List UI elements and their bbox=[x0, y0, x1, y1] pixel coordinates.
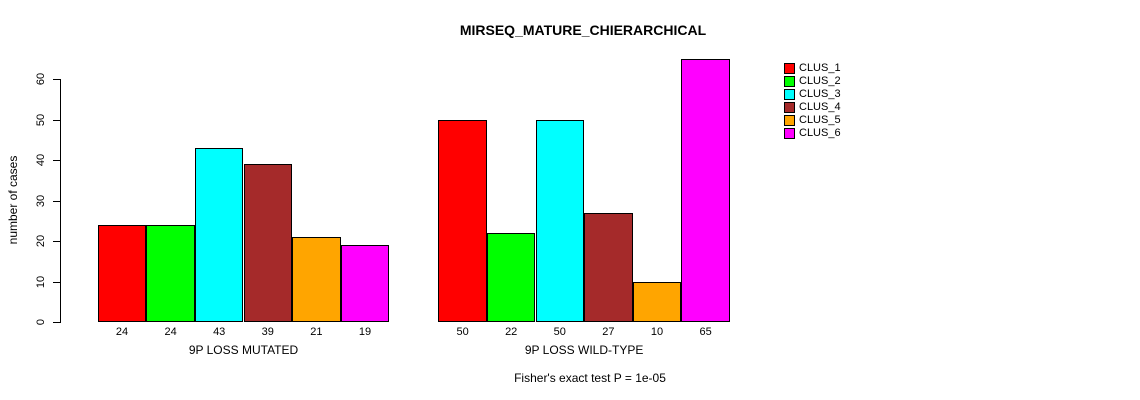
legend-item-clus_3: CLUS_3 bbox=[784, 88, 841, 101]
legend-swatch bbox=[784, 102, 795, 113]
legend-swatch bbox=[784, 128, 795, 139]
y-axis-tick-label: 10 bbox=[35, 275, 47, 288]
legend-label: CLUS_6 bbox=[799, 127, 841, 139]
legend-swatch bbox=[784, 63, 795, 74]
bar-value-label: 19 bbox=[358, 326, 372, 338]
bar-clus_2-1 bbox=[146, 224, 195, 322]
y-axis-tick bbox=[53, 160, 60, 161]
bar-value-label: 22 bbox=[505, 326, 518, 338]
legend-item-clus_1: CLUS_1 bbox=[784, 62, 841, 75]
annotation-text: Fisher's exact test P = 1e-05 bbox=[514, 371, 666, 385]
bar-clus_1-2 bbox=[438, 119, 487, 322]
bar-clus_4-2 bbox=[584, 212, 633, 322]
bar-clus_1-1 bbox=[97, 224, 147, 322]
bar-clus_4-1 bbox=[243, 164, 293, 322]
bar-value-label: 27 bbox=[602, 326, 615, 338]
y-axis-tick bbox=[53, 119, 60, 121]
bar-clus_3-1 bbox=[194, 147, 244, 322]
bar-value-label: 21 bbox=[310, 326, 323, 338]
bar-value-label: 24 bbox=[115, 326, 129, 338]
x-axis-group-label: 9P LOSS WILD-TYPE bbox=[524, 343, 644, 357]
y-axis-tick bbox=[53, 79, 60, 80]
bar-value-label: 24 bbox=[164, 326, 177, 338]
bar-clus_5-2 bbox=[632, 281, 682, 322]
y-axis-line bbox=[60, 79, 61, 323]
y-axis-tick-label: 50 bbox=[35, 113, 47, 126]
bar-clus_2-2 bbox=[486, 232, 536, 322]
bar-value-label: 50 bbox=[456, 326, 469, 338]
y-axis-tick bbox=[53, 241, 60, 242]
legend-item-clus_2: CLUS_2 bbox=[784, 75, 841, 88]
legend-item-clus_6: CLUS_6 bbox=[784, 127, 841, 140]
bar-clus_6-2 bbox=[681, 58, 730, 322]
bar-value-label: 43 bbox=[213, 326, 226, 338]
legend-swatch bbox=[784, 115, 795, 126]
bar-value-label: 10 bbox=[650, 326, 664, 338]
legend-swatch bbox=[784, 89, 795, 100]
y-axis-tick-label: 60 bbox=[35, 72, 47, 86]
legend-label: CLUS_1 bbox=[799, 62, 841, 74]
y-axis-tick-label: 0 bbox=[35, 318, 47, 326]
x-axis-group-label: 9P LOSS MUTATED bbox=[188, 343, 299, 357]
legend: CLUS_1 CLUS_2 CLUS_3 CLUS_4 CLUS_5 CLUS_6 bbox=[784, 62, 841, 140]
y-axis-tick bbox=[53, 200, 60, 202]
bar-value-label: 50 bbox=[553, 326, 566, 338]
y-axis-label: number of cases bbox=[6, 155, 20, 245]
legend-swatch bbox=[784, 76, 795, 87]
legend-label: CLUS_3 bbox=[799, 88, 841, 100]
legend-label: CLUS_5 bbox=[799, 114, 841, 126]
bar-clus_6-1 bbox=[340, 245, 390, 322]
y-axis-tick bbox=[53, 281, 60, 283]
y-axis-tick-label: 20 bbox=[35, 234, 47, 248]
legend-item-clus_4: CLUS_4 bbox=[784, 101, 841, 114]
bar-value-label: 39 bbox=[261, 326, 274, 338]
chart-title: MIRSEQ_MATURE_CHIERARCHICAL bbox=[459, 22, 707, 38]
y-axis-tick-label: 40 bbox=[35, 153, 47, 167]
bar-value-label: 65 bbox=[699, 326, 712, 338]
legend-item-clus_5: CLUS_5 bbox=[784, 114, 841, 127]
y-axis-tick bbox=[53, 322, 60, 323]
legend-label: CLUS_2 bbox=[799, 75, 841, 87]
bar-clus_5-1 bbox=[292, 236, 341, 322]
y-axis-tick-label: 30 bbox=[35, 194, 47, 207]
legend-label: CLUS_4 bbox=[799, 101, 841, 113]
bar-clus_3-2 bbox=[535, 119, 585, 322]
